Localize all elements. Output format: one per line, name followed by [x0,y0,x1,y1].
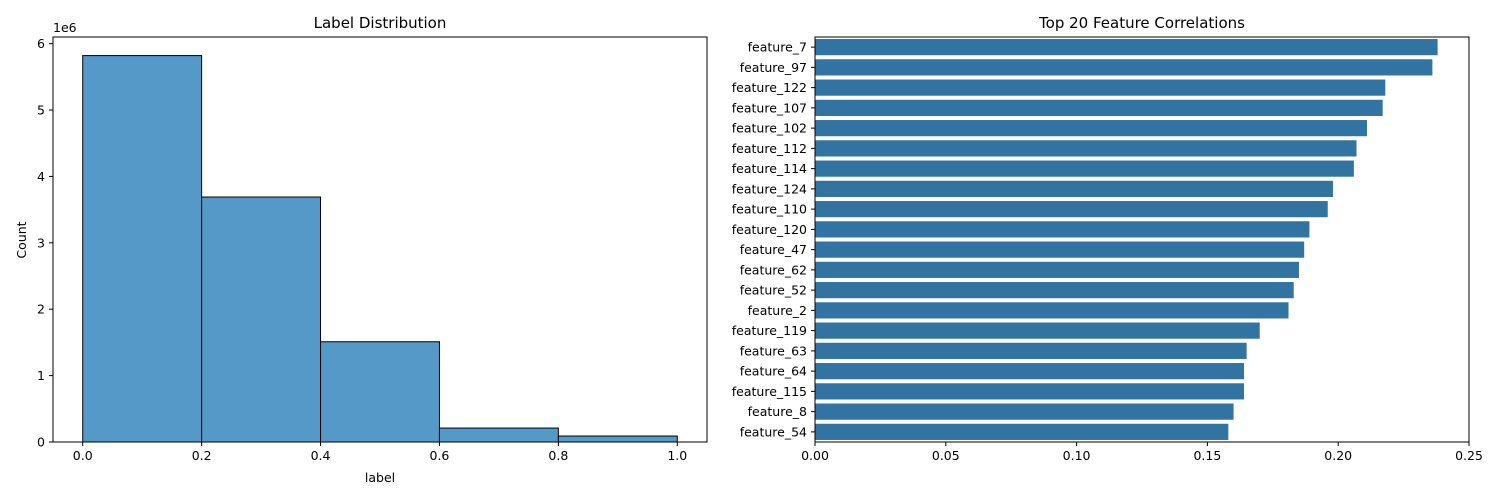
correlation-x-ticks: 0.00 0.05 0.10 0.15 0.20 0.25 [801,442,1483,463]
x-tick-label: 0.8 [548,448,568,463]
x-tick-label: 0.25 [1455,448,1483,463]
y-tick-label: 2 [37,302,45,317]
correlation-bar [815,160,1354,177]
feature-label: feature_115 [732,384,807,399]
histogram-y-ticks: 0 1 2 3 4 5 6 [37,36,53,450]
feature-label: feature_107 [732,100,807,115]
y-multiplier-label: 1e6 [53,20,77,35]
feature-label: feature_8 [748,404,807,419]
correlation-bar [815,140,1357,157]
x-tick-label: 1.0 [667,448,687,463]
correlation-bar [815,180,1333,197]
feature-label: feature_64 [740,364,807,379]
correlation-chart: Top 20 Feature Correlations feature_7fea… [732,14,1483,463]
feature-label: feature_54 [740,424,807,439]
correlation-bar [815,403,1234,420]
feature-label: feature_7 [748,40,807,55]
correlation-bar [815,79,1386,96]
correlation-axes-frame [814,36,1470,443]
histogram-x-ticks: 0.0 0.2 0.4 0.6 0.8 1.0 [73,442,687,463]
y-tick-label: 0 [37,435,45,450]
histogram-bar [201,196,322,443]
correlation-y-ticks: feature_7 feature_97 feature_122 feature_10… [732,40,815,439]
x-tick-label: 0.00 [801,448,829,463]
correlation-bar [815,363,1245,380]
y-tick-label: 4 [37,169,45,184]
x-tick-label: 0.10 [1063,448,1091,463]
histogram-bar [320,341,440,443]
x-tick-label: 0.6 [430,448,450,463]
feature-label: feature_112 [732,141,807,156]
correlation-bar [815,383,1245,400]
feature-label: feature_124 [732,181,807,196]
y-tick-label: 6 [37,36,45,51]
x-tick-label: 0.15 [1193,448,1221,463]
correlation-bar [815,302,1289,319]
histogram-bar [438,427,559,443]
y-tick-label: 5 [37,103,45,118]
x-tick-label: 0.2 [192,448,212,463]
histogram-title: Label Distribution [314,14,447,32]
feature-label: feature_110 [732,202,807,217]
correlation-bar [815,39,1438,56]
histogram-chart: Label Distribution 1e6 0.0 0.2 0.4 0.6 0.8 1.… [14,14,708,485]
histogram-bar [82,55,203,443]
feature-label: feature_62 [740,262,807,277]
histogram-bar [557,435,678,443]
x-tick-label: 0.4 [311,448,331,463]
histogram-x-axis-label: label [365,470,395,485]
correlation-bar [815,423,1229,440]
x-tick-label: 0.20 [1324,448,1352,463]
histogram-axes-frame [52,36,708,443]
correlation-bar [815,99,1383,116]
correlation-bar [815,342,1247,359]
feature-label: feature_47 [740,242,807,257]
correlation-bar [815,201,1328,218]
feature-label: feature_102 [732,121,807,136]
x-tick-label: 0.05 [932,448,960,463]
histogram-y-axis-label: Count [14,221,29,258]
feature-label: feature_63 [740,343,807,358]
feature-label: feature_52 [740,283,807,298]
correlation-bar [815,261,1299,278]
correlation-bar [815,120,1367,137]
histogram-bars [82,55,678,443]
feature-label: feature_120 [732,222,807,237]
feature-label: feature_119 [732,323,807,338]
correlation-bar [815,282,1294,299]
x-tick-label: 0.0 [73,448,93,463]
feature-label: feature_122 [732,80,807,95]
feature-label: feature_97 [740,60,807,75]
feature-label: feature_2 [748,303,807,318]
correlation-bar [815,322,1260,339]
correlation-title: Top 20 Feature Correlations [1038,14,1245,32]
correlation-bar [815,241,1305,258]
correlation-bar [815,221,1310,238]
y-tick-label: 1 [37,368,45,383]
y-tick-label: 3 [37,235,45,250]
correlation-bar [815,59,1433,76]
feature-label: feature_114 [732,161,807,176]
correlation-bars [815,39,1438,440]
